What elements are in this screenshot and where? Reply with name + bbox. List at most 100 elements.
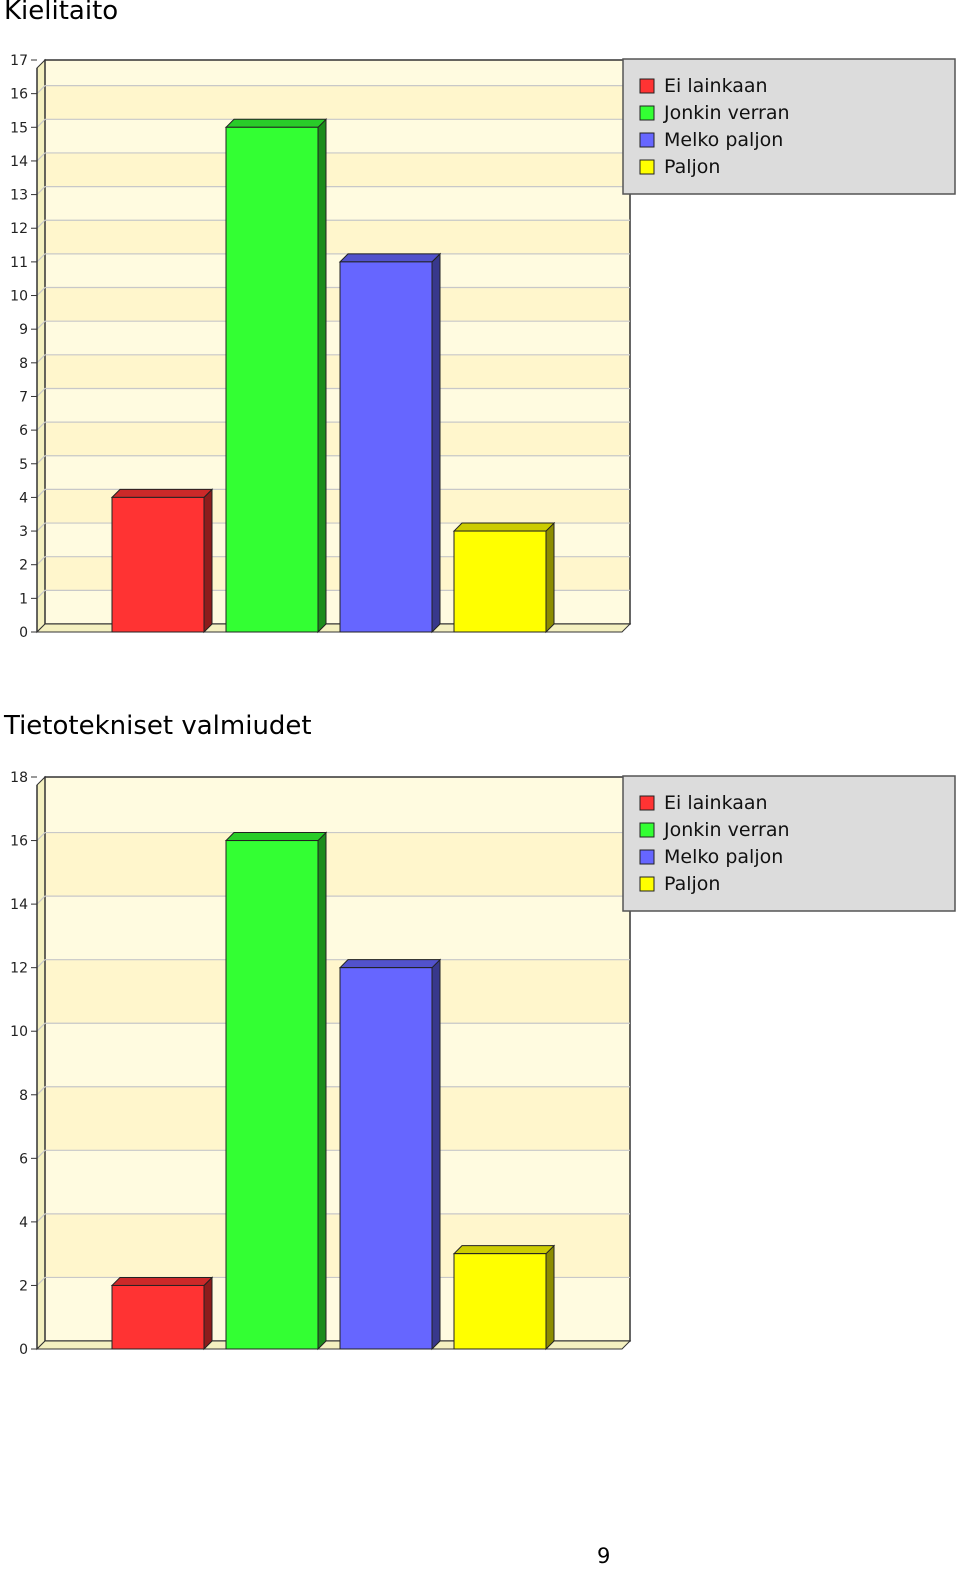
legend-label-melko-paljon: Melko paljon: [664, 129, 783, 151]
legend-swatch-jonkin-verran: [639, 822, 655, 838]
y-tick-label: 17: [10, 53, 28, 69]
bar-front: [339, 967, 433, 1350]
bar-jonkin-verran: [224, 118, 328, 634]
y-tick-label: 1: [19, 591, 28, 607]
legend-label-melko-paljon: Melko paljon: [664, 846, 783, 868]
y-tick-label: 12: [10, 221, 28, 237]
side-wall: [36, 775, 46, 1351]
bar-ei-lainkaan: [110, 1276, 214, 1351]
bar-top: [452, 522, 556, 532]
side-wall: [36, 58, 46, 634]
gridline: [36, 219, 630, 229]
bar-top: [224, 832, 328, 842]
bar-top: [452, 1245, 556, 1255]
legend: Ei lainkaan Jonkin verran Melko paljon Palj…: [622, 775, 956, 912]
grid-band: [46, 220, 629, 254]
legend-swatch-jonkin-verran: [639, 105, 655, 121]
y-tick-label: 3: [19, 524, 28, 540]
y-tick-label: 11: [10, 255, 28, 271]
bar-side: [545, 1244, 555, 1351]
legend-label-paljon: Paljon: [664, 156, 720, 178]
grid-band: [46, 354, 629, 389]
legend-swatch-melko-paljon: [639, 132, 655, 148]
y-tick-label: 6: [19, 1151, 28, 1167]
y-tick-label: 4: [19, 1215, 28, 1231]
legend-box: [622, 58, 956, 195]
y-tick-label: 16: [10, 834, 28, 850]
page-number: 9: [597, 1544, 611, 1568]
bar-top: [338, 253, 442, 263]
bar-front: [225, 126, 319, 633]
legend-label-jonkin-verran: Jonkin verran: [663, 819, 790, 841]
legend-swatch-ei-lainkaan: [639, 795, 655, 811]
y-tick-label: 5: [19, 457, 28, 473]
gridline: [36, 85, 630, 95]
bar-jonkin-verran: [224, 831, 328, 1351]
y-tick-label: 2: [19, 558, 28, 574]
bar-melko-paljon: [338, 252, 442, 634]
legend-swatch-paljon: [639, 159, 655, 175]
y-tick-label: 8: [19, 1088, 28, 1104]
gridline: [36, 831, 630, 841]
bar-side: [317, 831, 327, 1351]
legend-label-jonkin-verran: Jonkin verran: [663, 102, 790, 124]
bar-front: [225, 840, 319, 1350]
grid-band: [46, 422, 629, 456]
bar-front: [111, 1284, 205, 1350]
gridline: [36, 895, 630, 905]
bar-front: [453, 1253, 547, 1350]
bar-top: [110, 488, 214, 498]
y-tick-label: 14: [10, 897, 28, 913]
bar-paljon: [452, 1244, 556, 1351]
bar-side: [203, 488, 213, 634]
bar-top: [338, 959, 442, 969]
grid-band: [46, 287, 629, 322]
legend-label-paljon: Paljon: [664, 873, 720, 895]
gridline: [36, 185, 630, 196]
y-tick-label: 7: [19, 389, 28, 405]
legend: Ei lainkaan Jonkin verran Melko paljon Palj…: [622, 58, 956, 195]
y-tick-label: 12: [10, 961, 28, 977]
legend-box: [622, 775, 956, 912]
y-tick-label: 10: [10, 1024, 28, 1040]
chart-title-kielitaito: Kielitaito: [4, 0, 119, 26]
bar-side: [431, 252, 441, 634]
chart-title-tietotekniset-valmiudet: Tietotekniset valmiudet: [4, 711, 312, 741]
grid-band: [46, 152, 629, 187]
y-tick-label: 0: [19, 625, 28, 641]
y-tick-label: 18: [10, 770, 28, 786]
grid-band: [46, 1086, 629, 1151]
legend-label-ei-lainkaan: Ei lainkaan: [664, 792, 768, 814]
bar-side: [317, 118, 327, 634]
y-tick-label: 15: [10, 120, 28, 136]
y-tick-label: 4: [19, 490, 28, 506]
bar-paljon: [452, 521, 556, 634]
bar-chart-tietotekniset-valmiudet: 0 2 4 6 8 10 12 14 16 18 Ei lainkaan Jonkin verran M…: [10, 770, 956, 1358]
grid-band: [46, 959, 629, 1024]
grid-band: [46, 85, 629, 120]
bar-front: [339, 261, 433, 633]
y-tick-label: 10: [10, 289, 28, 305]
y-tick-label: 6: [19, 423, 28, 439]
bar-side: [545, 521, 555, 634]
grid-band: [46, 832, 629, 897]
bar-side: [203, 1276, 213, 1351]
legend-swatch-melko-paljon: [639, 849, 655, 865]
bar-front: [111, 496, 205, 633]
legend-label-ei-lainkaan: Ei lainkaan: [664, 75, 768, 97]
y-tick-label: 16: [10, 87, 28, 103]
legend-swatch-paljon: [639, 876, 655, 892]
bar-melko-paljon: [338, 958, 442, 1351]
y-tick-label: 9: [19, 322, 28, 338]
bar-top: [224, 118, 328, 128]
gridline: [36, 118, 630, 128]
y-tick-label: 8: [19, 356, 28, 372]
bar-side: [431, 958, 441, 1351]
bar-top: [110, 1276, 214, 1286]
gridline: [36, 152, 630, 162]
bar-ei-lainkaan: [110, 488, 214, 634]
y-tick-label: 0: [19, 1342, 28, 1358]
y-tick-label: 2: [19, 1278, 28, 1294]
y-tick-label: 14: [10, 154, 28, 170]
